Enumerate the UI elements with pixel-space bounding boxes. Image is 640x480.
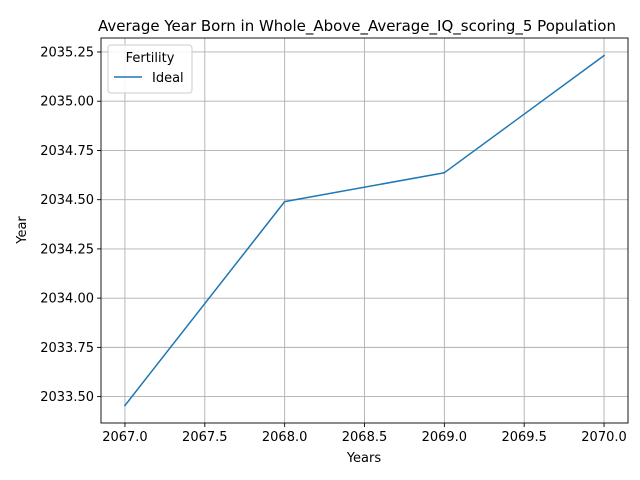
y-tick-label: 2035.25	[40, 45, 94, 60]
y-tick-label: 2033.75	[40, 341, 94, 356]
grid-lines	[101, 38, 628, 423]
y-tick-label: 2034.75	[40, 144, 94, 159]
x-tick-label: 2068.5	[342, 430, 388, 445]
data-point	[603, 54, 605, 57]
legend-title: Fertility	[126, 51, 175, 66]
y-axis-label: Year	[15, 216, 30, 245]
y-tick-label: 2034.25	[40, 242, 94, 257]
legend-box	[107, 44, 193, 94]
chart-title: Average Year Born in Whole_Above_Average…	[98, 17, 616, 36]
x-tick-label: 2068.0	[262, 430, 308, 445]
x-tick-label: 2070.0	[581, 430, 627, 445]
x-axis-ticks: 2067.0 2067.5 2068.0 2068.5 2069.0 2069.5 2070…	[102, 423, 627, 445]
x-tick-label: 2067.5	[182, 430, 228, 445]
data-point	[283, 200, 286, 203]
x-tick-label: 2069.0	[422, 430, 468, 445]
legend: Fertility Ideal	[107, 44, 193, 94]
y-tick-label: 2034.00	[40, 292, 94, 307]
x-axis-label: Years	[346, 451, 382, 466]
y-tick-label: 2033.50	[40, 390, 94, 405]
legend-label-ideal: Ideal	[152, 71, 184, 86]
y-axis-ticks: 2033.50 2033.75 2034.00 2034.25 2034.50 2034.…	[40, 45, 101, 405]
y-tick-label: 2035.00	[40, 95, 94, 110]
series-layer	[123, 54, 606, 407]
y-tick-label: 2034.50	[40, 193, 94, 208]
series-line-ideal	[123, 54, 606, 407]
data-point	[124, 404, 126, 407]
x-tick-label: 2069.5	[501, 430, 547, 445]
data-point	[443, 171, 446, 174]
x-tick-label: 2067.0	[102, 430, 148, 445]
